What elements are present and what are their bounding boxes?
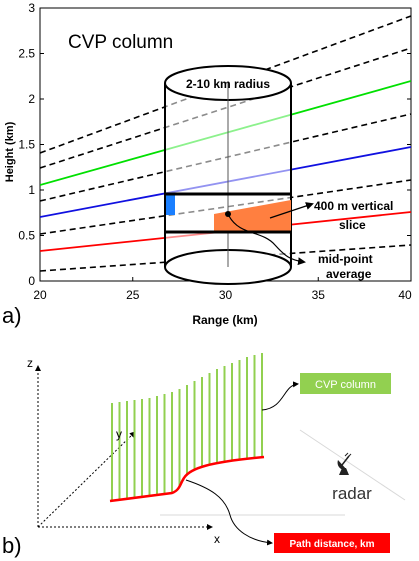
slice-label-line1: 400 m vertical <box>314 199 393 213</box>
cvp-column-callout-box <box>300 373 391 394</box>
midpoint-label-line2: average <box>326 267 372 281</box>
slice-arrow <box>269 202 314 219</box>
slice-label-line2: slice <box>339 218 366 232</box>
panel-a: CVP column 2-10 km radius 400 m vertical… <box>2 1 412 328</box>
cvp-columns <box>111 353 263 500</box>
x-axis-label-b: x <box>214 532 220 546</box>
y-axis-ticks <box>40 7 411 282</box>
x-tick-label: 30 <box>219 288 233 302</box>
midpoint-label-line1: mid-point <box>318 252 373 266</box>
y-axis-label-b: y <box>116 427 122 441</box>
cvp-cylinder <box>164 65 292 285</box>
path-distance-curve <box>109 455 265 503</box>
beam-dashed-2 <box>40 179 411 235</box>
y-tick-label: 2 <box>28 92 35 106</box>
x-tick-label: 20 <box>33 288 47 302</box>
panel-b-label: b) <box>2 533 22 558</box>
beam-dashed-5 <box>40 15 411 154</box>
slice-orange-region <box>214 200 291 232</box>
path-callout-connector <box>185 479 273 546</box>
x-tick-label: 40 <box>398 288 412 302</box>
y-tick-label: 2.5 <box>18 47 35 61</box>
midpoint-marker <box>225 211 231 217</box>
radius-label: 2-10 km radius <box>186 77 270 91</box>
slice-blue-region <box>166 195 175 215</box>
y-tick-label: 1 <box>28 183 35 197</box>
y-tick-label: 3 <box>28 1 35 15</box>
y-tick-label: 1.5 <box>18 138 35 152</box>
x-tick-labels: 20 25 30 35 40 <box>33 288 412 302</box>
x-axis-label: Range (km) <box>192 313 257 327</box>
panel-b: CVP column Path distance, km radar z y x… <box>2 353 406 558</box>
y-tick-label: 0 <box>28 274 35 288</box>
midpoint-arrow <box>228 215 306 266</box>
radar-label: radar <box>332 484 372 503</box>
panel-a-label: a) <box>2 303 22 328</box>
z-axis-label: z <box>27 356 33 370</box>
x-tick-label: 35 <box>312 288 326 302</box>
y-axis-label: Height (km) <box>4 121 16 182</box>
y-tick-labels: 0 0.5 1 1.5 2 2.5 3 <box>18 1 35 288</box>
x-tick-label: 25 <box>126 288 140 302</box>
cvp-column-callout-label: CVP column <box>315 379 376 391</box>
y-tick-label: 0.5 <box>18 229 35 243</box>
radar-dish-icon <box>337 452 352 475</box>
ground-guide-2 <box>299 429 406 501</box>
chart-title: CVP column <box>68 32 173 53</box>
path-distance-callout-box <box>274 533 390 553</box>
path-distance-callout-label: Path distance, km <box>289 539 374 550</box>
cvp-callout-connector <box>261 381 299 411</box>
